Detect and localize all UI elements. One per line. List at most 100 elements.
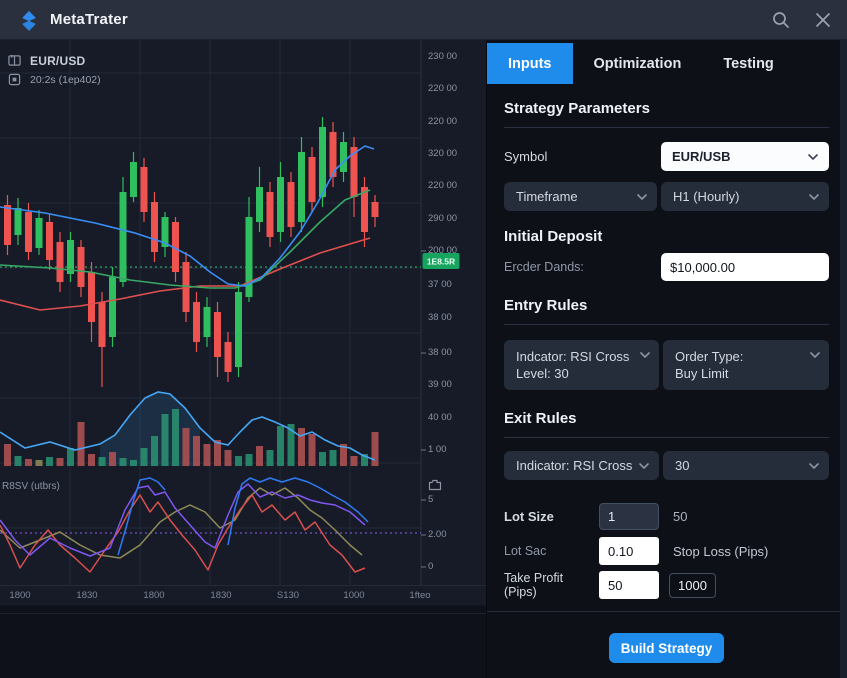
app-logo-icon — [22, 10, 36, 31]
deposit-input[interactable] — [661, 253, 829, 281]
divider — [504, 127, 829, 128]
tab-optimization[interactable]: Optimization — [573, 43, 703, 84]
titlebar: MetaTrater — [0, 0, 847, 40]
build-strategy-button[interactable]: Build Strategy — [609, 633, 724, 663]
x-axis-label: 1800 — [143, 590, 165, 601]
volume-ma-line — [0, 391, 376, 461]
rsi-blue1-line — [117, 477, 166, 556]
time-axis[interactable]: 1800 1830 1800 1830 S130 1000 1fteo — [0, 585, 486, 605]
rsi-pane-label: R8SV (utbrs) — [2, 481, 60, 492]
tab-testing[interactable]: Testing — [702, 43, 794, 84]
camera-icon[interactable] — [428, 478, 442, 491]
chevron-down-icon — [639, 462, 649, 469]
search-icon[interactable] — [771, 10, 791, 30]
rsi-purple-line — [0, 483, 366, 557]
exit-indicator-select[interactable]: Indicator: RSI Cross — [504, 451, 659, 480]
y-axis-label: 230 00 — [428, 51, 458, 62]
lot-size-hint: 50 — [673, 509, 688, 524]
panel-tabs: Inputs Optimization Testing — [487, 43, 847, 84]
y-axis-label: 220 00 — [428, 83, 458, 94]
rsi-red-line — [0, 494, 366, 573]
y-axis-label: 320 00 — [428, 148, 458, 159]
exit-level-value: 30 — [675, 458, 690, 473]
panel-scrollbar[interactable] — [840, 40, 847, 678]
symbol-select-value: EUR/USB — [672, 149, 731, 164]
chevron-down-icon — [637, 193, 647, 200]
y-axis-label: 290 00 — [428, 213, 458, 224]
exit-rules-heading: Exit Rules — [504, 410, 577, 427]
y-axis-label: 220 00 — [428, 116, 458, 127]
y-axis-label: 2.00 — [428, 529, 447, 540]
tab-inputs-label: Inputs — [508, 55, 552, 72]
strategy-parameters-heading: Strategy Parameters — [504, 100, 650, 117]
entry-order-line1: Order Type: — [675, 349, 744, 364]
y-axis-label: 1 00 — [428, 444, 447, 455]
ma-red-line — [0, 237, 371, 311]
take-profit-hint: 1000 — [669, 572, 716, 598]
y-axis-label: 37 00 — [428, 279, 452, 290]
entry-indicator-line1: Indcator: RSI Cross — [516, 349, 630, 364]
x-axis-label: 1000 — [343, 590, 365, 601]
lot-size-input[interactable] — [599, 503, 659, 530]
chart-timestamp: 20:2s (1ep402) — [30, 73, 101, 86]
y-axis-label: 40 00 — [428, 412, 452, 423]
x-axis-label: 1fteo — [409, 590, 431, 601]
timeframe-icon — [8, 73, 21, 86]
tab-inputs[interactable]: Inputs — [487, 43, 573, 84]
lot-sac-label: Lot Sac — [504, 544, 547, 558]
initial-deposit-heading: Initial Deposit — [504, 228, 603, 245]
lot-size-label: Lot Size — [504, 509, 554, 524]
timeframe-select[interactable]: Timeframe — [504, 182, 657, 211]
entry-rules-heading: Entry Rules — [504, 297, 588, 314]
timeframe-value-select[interactable]: H1 (Hourly) — [661, 182, 829, 211]
exit-level-select[interactable]: 30 — [663, 451, 829, 480]
y-axis-label: 5 — [428, 494, 434, 505]
y-axis-label: 38 00 — [428, 312, 452, 323]
chevron-down-icon — [640, 352, 650, 358]
chevron-down-icon — [809, 462, 819, 469]
x-axis-label: 1830 — [76, 590, 98, 601]
symbol-select[interactable]: EUR/USB — [661, 142, 829, 171]
y-axis-label: 200 00 — [428, 245, 458, 256]
entry-order-type-select[interactable]: Order Type: Buy Limit — [663, 340, 829, 390]
volume-bars — [4, 409, 379, 466]
timeframe-value: H1 (Hourly) — [673, 189, 740, 204]
price-scale[interactable]: 230 00 220 00 220 00 320 00 220 00 290 00 200 … — [428, 40, 484, 585]
x-axis-label: S130 — [276, 590, 300, 601]
x-axis-label: 1800 — [9, 590, 31, 601]
chevron-down-icon — [808, 153, 818, 160]
rsi-olive-line — [0, 487, 363, 559]
take-profit-label: Take Profit (Pips) — [504, 571, 564, 599]
exit-indicator-value: Indicator: RSI Cross — [516, 458, 633, 473]
app-title: MetaTrater — [50, 11, 128, 28]
stop-loss-label: Stop Loss (Pips) — [673, 543, 769, 559]
chart-bottom-strip — [0, 605, 486, 678]
rsi-blue2-line — [227, 477, 369, 546]
chart-region: 1E8.5R EUR/USD 20:2s (1ep402) — [0, 40, 486, 678]
y-axis-label: 0 — [428, 561, 434, 572]
entry-order-line2: Buy Limit — [675, 366, 729, 381]
chevron-down-icon — [810, 352, 820, 358]
symbol-icon — [8, 54, 21, 66]
timeframe-select-label: Timeframe — [516, 189, 578, 204]
entry-indicator-line2: Level: 30 — [516, 366, 569, 381]
strategy-panel: Inputs Optimization Testing Strategy Par… — [486, 40, 847, 678]
svg-text:1E8.5R: 1E8.5R — [427, 257, 455, 267]
y-axis-label: 39 00 — [428, 379, 452, 390]
entry-indicator-select[interactable]: Indcator: RSI Cross Level: 30 — [504, 340, 659, 390]
ma-green-line — [0, 189, 371, 289]
chart-symbol-label: EUR/USD — [30, 53, 86, 68]
x-axis-label: 1830 — [210, 590, 232, 601]
y-axis-label: 38 00 — [428, 347, 452, 358]
tab-optimization-label: Optimization — [593, 55, 682, 72]
price-tag: 1E8.5R — [422, 253, 460, 269]
symbol-label: Symbol — [504, 149, 548, 164]
deposit-label: Ercder Dands: — [504, 260, 584, 274]
footer-divider — [487, 611, 847, 612]
take-profit-input[interactable] — [599, 571, 659, 599]
lot-sac-input[interactable] — [599, 537, 659, 565]
candlestick-series — [4, 117, 379, 387]
ma-blue-line — [0, 145, 375, 287]
close-icon[interactable] — [813, 10, 833, 30]
y-axis-label: 220 00 — [428, 180, 458, 191]
